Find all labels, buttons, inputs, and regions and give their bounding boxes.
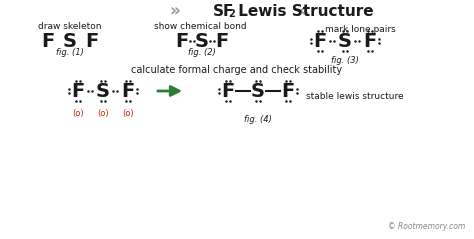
Text: (o): (o): [122, 109, 134, 118]
Text: F: F: [221, 81, 235, 101]
Text: F: F: [85, 32, 99, 50]
Text: S: S: [63, 32, 77, 50]
Text: (o): (o): [97, 109, 109, 118]
Text: F: F: [72, 81, 85, 101]
Text: fig. (3): fig. (3): [331, 55, 359, 65]
Text: «: «: [299, 2, 310, 20]
Text: mark lone pairs: mark lone pairs: [325, 25, 395, 33]
Text: F: F: [215, 32, 228, 50]
Text: © Rootmemory.com: © Rootmemory.com: [388, 222, 465, 231]
Text: F: F: [121, 81, 135, 101]
Text: »: »: [170, 2, 181, 20]
Text: draw skeleton: draw skeleton: [38, 22, 102, 31]
Text: SF: SF: [213, 4, 234, 18]
Text: F: F: [282, 81, 295, 101]
Text: S: S: [338, 32, 352, 50]
Text: fig. (4): fig. (4): [244, 114, 272, 124]
Text: F: F: [175, 32, 189, 50]
Text: fig. (1): fig. (1): [56, 48, 84, 56]
Text: calculate formal charge and check stability: calculate formal charge and check stabil…: [131, 65, 343, 75]
Text: F: F: [41, 32, 55, 50]
Text: F: F: [364, 32, 377, 50]
Text: 2: 2: [228, 9, 235, 19]
Text: F: F: [313, 32, 327, 50]
Text: Lewis Structure: Lewis Structure: [233, 4, 374, 18]
Text: S: S: [195, 32, 209, 50]
Text: (o): (o): [72, 109, 84, 118]
Text: stable lewis structure: stable lewis structure: [306, 92, 404, 101]
Text: show chemical bond: show chemical bond: [154, 22, 246, 31]
Text: fig. (2): fig. (2): [188, 48, 216, 56]
Text: S: S: [251, 81, 265, 101]
Text: S: S: [96, 81, 110, 101]
